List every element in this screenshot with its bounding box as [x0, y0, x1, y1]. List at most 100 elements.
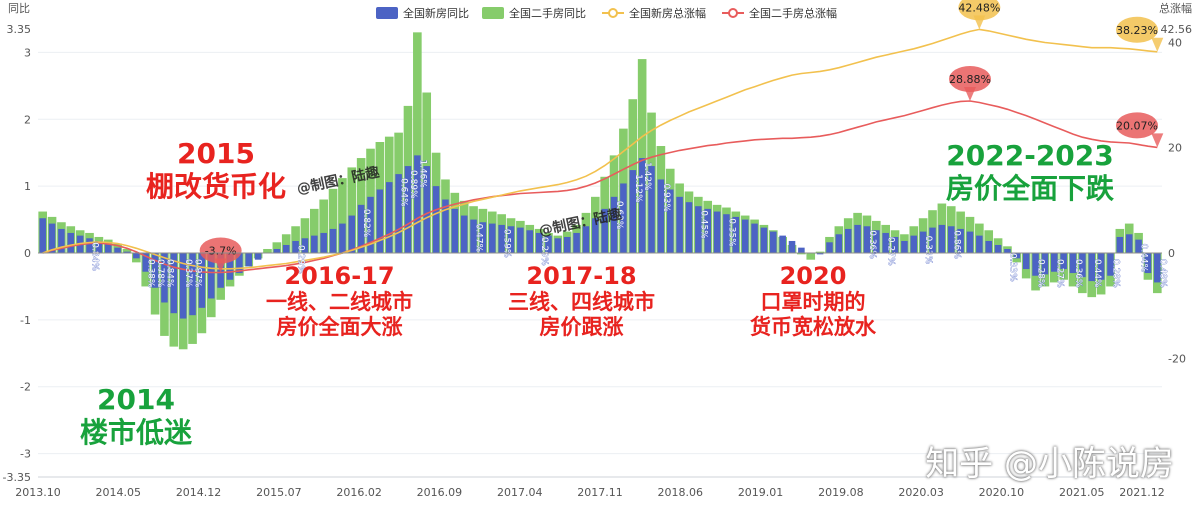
new-home-bar [695, 206, 702, 253]
legend-label: 全国二手房总涨幅 [749, 6, 837, 20]
bar-data-label: 0.27% [886, 237, 896, 266]
new-home-bar [554, 238, 562, 253]
bar-data-label: 0.84% [90, 242, 100, 271]
new-home-bar [1069, 253, 1077, 274]
x-tick-label: 2019.08 [818, 486, 864, 499]
new-home-bar [910, 235, 918, 253]
new-home-bar [254, 253, 262, 260]
x-tick-label: 2020.03 [898, 486, 944, 499]
footer-watermark: 知乎 @小陈说房 [925, 444, 1174, 484]
bar-data-labels: 1.46%0.89%0.64% 0.82% 0.47% 0.59% 0.29% 1.42%… [89, 159, 1167, 288]
annotation-2016-17: 2016-17 一线、二线城市 房价全面大涨 [266, 262, 413, 340]
new-home-bar [395, 174, 402, 253]
new-home-bar [1088, 253, 1096, 282]
new-home-bar [1116, 236, 1124, 253]
new-home-bar [320, 232, 327, 253]
x-tick-label: 2014.12 [176, 486, 222, 499]
new-home-bar [329, 228, 337, 253]
new-home-bar [835, 234, 843, 253]
new-home-bar [470, 219, 477, 253]
right-tick-label: -20 [1168, 352, 1186, 365]
bar-data-label: 1.46% [417, 159, 427, 188]
new-home-bar [86, 238, 93, 253]
new-home-bar [198, 253, 206, 308]
new-home-bar [423, 166, 430, 253]
new-home-bar [770, 231, 777, 253]
new-home-bar [844, 228, 852, 253]
new-home-bar [788, 240, 796, 253]
new-home-bar [95, 240, 103, 253]
new-home-bar [863, 226, 871, 253]
legend[interactable]: 全国新房同比 全国二手房同比 全国新房总涨幅 全国二手房总涨幅 [376, 6, 837, 20]
legend-label: 全国二手房同比 [509, 6, 586, 20]
new-home-bar [339, 223, 346, 253]
pin-label: 38.23% [1116, 24, 1158, 37]
bar-data-label: 0.86% [951, 230, 961, 259]
second-hand-bar [328, 188, 338, 253]
second-hand-bar [338, 178, 347, 253]
new-home-bar [798, 247, 805, 253]
new-home-bar [966, 231, 974, 253]
new-home-bar [442, 199, 449, 253]
new-home-bar [161, 253, 168, 303]
second-hand-bar [637, 59, 647, 253]
left-tick-label: -3.35 [3, 471, 31, 484]
new-home-bar [1051, 253, 1058, 272]
new-home-bar [929, 227, 936, 253]
new-home-bar [854, 224, 861, 253]
pin-bubble [1116, 112, 1158, 139]
bar-data-label: 0.93% [661, 183, 671, 212]
bar-data-label: 0.44% [1139, 244, 1149, 273]
x-tick-label: 2014.05 [96, 486, 142, 499]
second-hand-total-line [42, 100, 1158, 274]
pin-label: 20.07% [1116, 119, 1158, 132]
second-hand-bar [815, 251, 825, 253]
second-hand-bar [291, 226, 300, 253]
legend-swatch-dot [728, 8, 738, 18]
new-home-bar [732, 216, 740, 253]
new-home-bar [976, 235, 983, 253]
new-home-bar [114, 247, 121, 253]
second-hand-bar [310, 208, 319, 253]
new-home-bar [133, 253, 140, 259]
new-home-bar [563, 236, 571, 253]
new-home-bar [826, 242, 833, 253]
new-home-bar [1154, 253, 1161, 283]
second-hand-bar [797, 253, 806, 255]
right-tick-label: 0 [1168, 247, 1175, 260]
new-home-bar [236, 253, 243, 274]
new-home-bar [545, 235, 552, 253]
new-home-bar [938, 224, 946, 253]
bar-data-label: 0.35% [726, 218, 736, 247]
annotation-2017-18: 2017-18 三线、四线城市 房价跟涨 [508, 262, 655, 340]
pin-bubble [1116, 16, 1158, 43]
x-tick-label: 2021.05 [1059, 486, 1105, 499]
new-home-total-line [42, 28, 1158, 270]
x-tick-label: 2021.12 [1119, 486, 1165, 499]
x-tick-label: 2018.06 [658, 486, 704, 499]
new-home-bar [994, 244, 1002, 253]
pin-bubble [958, 0, 1001, 21]
bar-data-label: 1.12% [633, 174, 643, 203]
bar-data-label: 0.89% [408, 170, 418, 199]
new-home-bar [901, 240, 908, 253]
new-home-bar [67, 232, 75, 253]
new-home-bar [610, 196, 618, 253]
bar-data-label: 0.48% [1157, 259, 1167, 288]
new-home-bar [573, 232, 580, 253]
new-home-bar [58, 228, 65, 253]
bar-data-label: 0.37% [183, 259, 193, 288]
pin-label: 28.88% [949, 73, 991, 86]
axes: 同比 3.35 3 2 1 0 -1 -2 -3 -3.35 40 20 0 -20 总涨幅 42.56 201… [3, 1, 1192, 499]
left-tick-label: 1 [24, 180, 31, 193]
new-home-bar [657, 179, 665, 253]
right-axis-top-label: 42.56 [1161, 23, 1193, 36]
new-home-bar [311, 235, 318, 253]
new-home-bar [947, 226, 955, 253]
bar-data-label: 0.38% [146, 259, 156, 288]
gridlines [38, 51, 1162, 455]
total-growth-lines [42, 28, 1158, 274]
bar-data-label: 0.78% [155, 259, 165, 288]
bar-data-label: 0.64% [399, 178, 409, 207]
